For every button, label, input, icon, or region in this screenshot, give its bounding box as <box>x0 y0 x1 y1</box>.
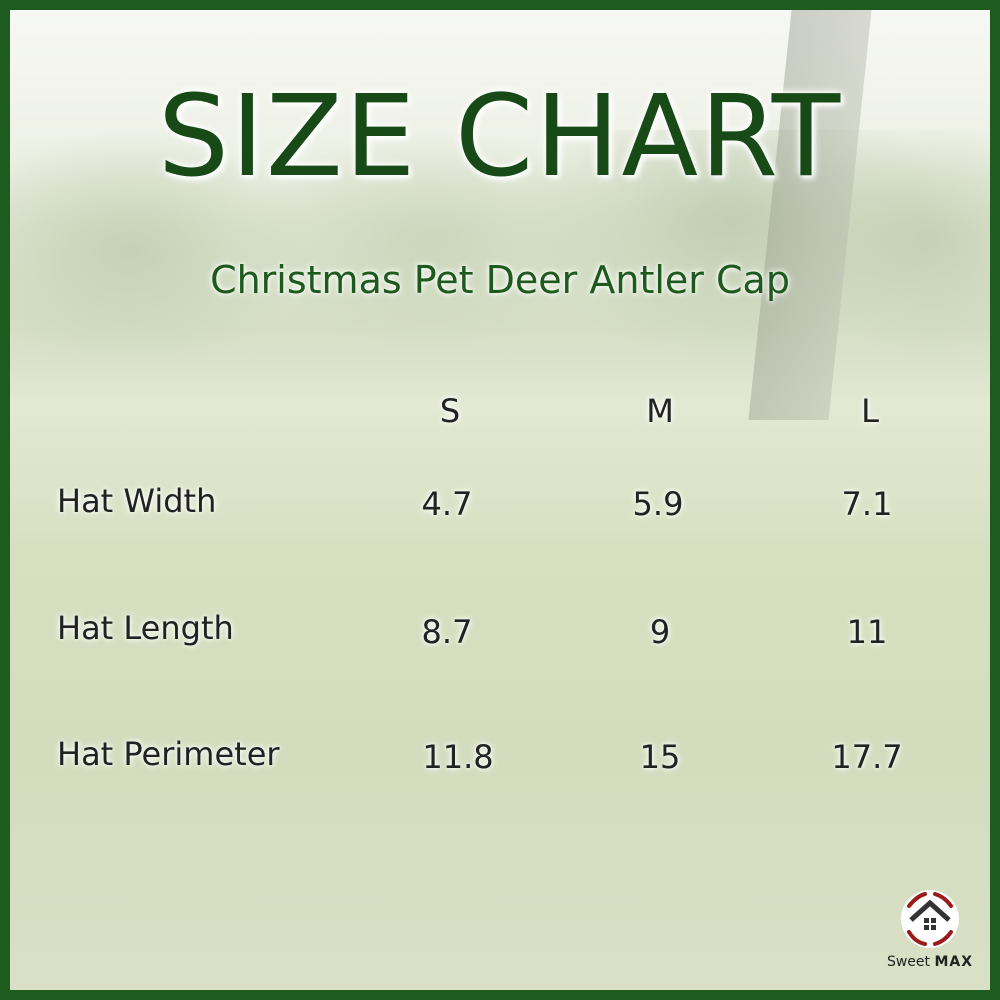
house-logo-icon <box>901 890 959 948</box>
brand-logo: Sweet MAX <box>880 888 980 970</box>
page-title: SIZE CHART <box>157 72 843 202</box>
table-cell: 9 <box>649 613 671 651</box>
table-cell: 15 <box>639 738 681 776</box>
table-cell: 17.7 <box>831 738 903 776</box>
table-cell: 4.7 <box>421 485 473 523</box>
table-cell: 8.7 <box>421 613 473 651</box>
row-label-hat-length: Hat Length <box>57 609 234 647</box>
column-header-m: M <box>646 392 674 430</box>
column-header-l: L <box>861 392 879 430</box>
row-label-hat-perimeter: Hat Perimeter <box>57 735 280 773</box>
row-label-hat-width: Hat Width <box>57 482 217 520</box>
table-cell: 11.8 <box>422 738 494 776</box>
table-cell: 7.1 <box>841 485 893 523</box>
table-cell: 11 <box>846 613 888 651</box>
table-cell: 5.9 <box>632 485 684 523</box>
background-photo <box>10 10 990 990</box>
brand-name: Sweet MAX <box>886 954 974 970</box>
product-subtitle: Christmas Pet Deer Antler Cap <box>210 258 790 302</box>
column-header-s: S <box>439 392 461 430</box>
